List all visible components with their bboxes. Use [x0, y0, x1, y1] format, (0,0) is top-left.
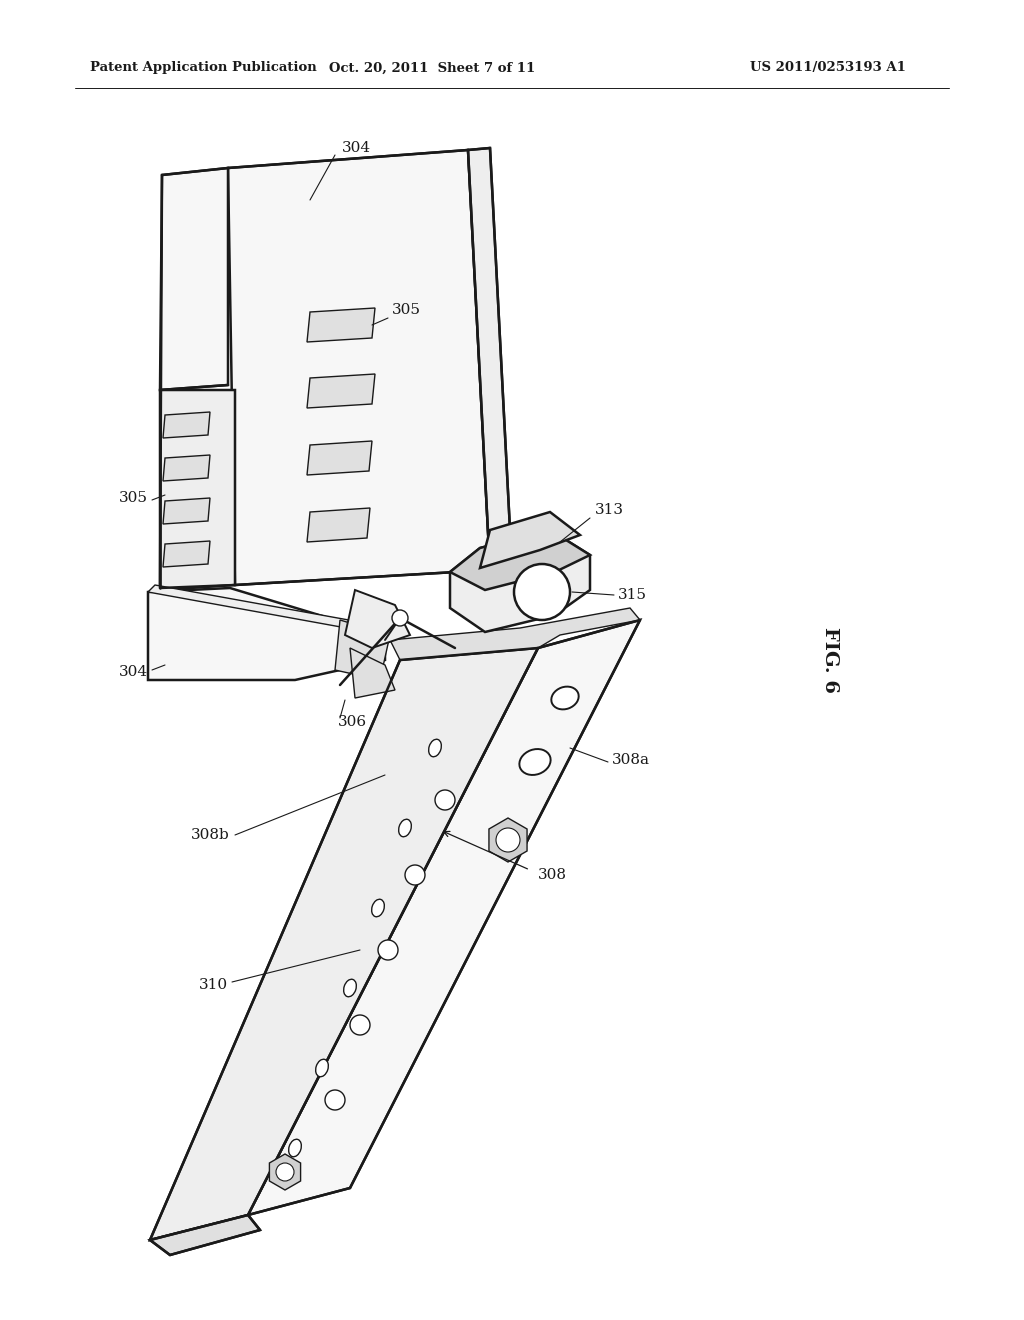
- Text: 310: 310: [199, 978, 228, 993]
- Text: Patent Application Publication: Patent Application Publication: [90, 62, 316, 74]
- Polygon shape: [148, 587, 385, 680]
- Polygon shape: [488, 818, 527, 862]
- Text: 305: 305: [119, 491, 148, 506]
- Ellipse shape: [429, 739, 441, 756]
- Polygon shape: [163, 412, 210, 438]
- Circle shape: [496, 828, 520, 851]
- Polygon shape: [335, 620, 390, 680]
- Polygon shape: [450, 531, 590, 632]
- Ellipse shape: [344, 979, 356, 997]
- Polygon shape: [163, 541, 210, 568]
- Polygon shape: [148, 585, 393, 635]
- Circle shape: [276, 1163, 294, 1181]
- Polygon shape: [468, 148, 512, 570]
- Polygon shape: [163, 455, 210, 480]
- Circle shape: [435, 789, 455, 810]
- Polygon shape: [150, 1214, 260, 1255]
- Ellipse shape: [551, 686, 579, 709]
- Circle shape: [350, 1015, 370, 1035]
- Polygon shape: [490, 568, 540, 602]
- Polygon shape: [248, 620, 640, 1214]
- Polygon shape: [307, 308, 375, 342]
- Text: 306: 306: [338, 715, 368, 729]
- Ellipse shape: [519, 748, 551, 775]
- Polygon shape: [163, 498, 210, 524]
- Polygon shape: [228, 150, 490, 585]
- Text: 304: 304: [342, 141, 371, 154]
- Text: Oct. 20, 2011  Sheet 7 of 11: Oct. 20, 2011 Sheet 7 of 11: [329, 62, 536, 74]
- Text: 315: 315: [618, 587, 647, 602]
- Circle shape: [406, 865, 425, 884]
- Polygon shape: [350, 648, 395, 698]
- Circle shape: [325, 1090, 345, 1110]
- Circle shape: [392, 610, 408, 626]
- Polygon shape: [269, 1154, 301, 1191]
- Text: 304: 304: [119, 665, 148, 678]
- Text: FIG. 6: FIG. 6: [821, 627, 839, 693]
- Polygon shape: [450, 531, 590, 590]
- Ellipse shape: [315, 1059, 329, 1077]
- Circle shape: [378, 940, 398, 960]
- Text: 305: 305: [392, 304, 421, 317]
- Ellipse shape: [372, 899, 384, 917]
- Text: 313: 313: [595, 503, 624, 517]
- Polygon shape: [307, 441, 372, 475]
- Polygon shape: [345, 590, 410, 648]
- Polygon shape: [160, 168, 228, 389]
- Text: 308: 308: [538, 869, 567, 882]
- Polygon shape: [160, 389, 234, 590]
- Text: 308b: 308b: [191, 828, 230, 842]
- Ellipse shape: [289, 1139, 301, 1156]
- Polygon shape: [307, 508, 370, 543]
- Circle shape: [514, 564, 570, 620]
- Text: 308a: 308a: [612, 752, 650, 767]
- Text: US 2011/0253193 A1: US 2011/0253193 A1: [750, 62, 906, 74]
- Polygon shape: [480, 512, 580, 568]
- Polygon shape: [150, 648, 538, 1239]
- Ellipse shape: [398, 820, 412, 837]
- Polygon shape: [390, 609, 640, 660]
- Polygon shape: [307, 374, 375, 408]
